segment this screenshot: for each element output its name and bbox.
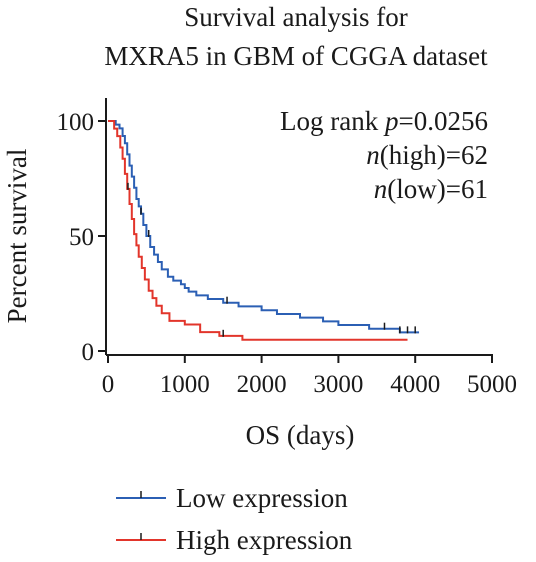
y-ticks: 0 50 100 [57,109,106,366]
y-tick-label: 0 [82,339,95,366]
legend-item-low: Low expression [116,483,348,513]
legend: Low expression High expression [116,483,353,555]
x-ticks: 0 1000 2000 3000 4000 5000 [102,355,517,398]
legend-label-high: High expression [176,525,353,555]
chart-title-line-2: MXRA5 in GBM of CGGA dataset [104,41,488,71]
x-tick-label: 3000 [313,371,363,398]
n-low-annotation: n(low)=61 [374,174,488,204]
legend-label-low: Low expression [176,483,348,513]
x-tick-label: 4000 [390,371,440,398]
x-axis-label: OS (days) [246,420,355,450]
legend-item-high: High expression [116,525,353,555]
x-tick-label: 0 [102,371,115,398]
x-tick-label: 1000 [160,371,210,398]
y-axis-label: Percent survival [2,149,32,324]
y-tick-label: 100 [57,109,95,136]
chart-title-line-1: Survival analysis for [184,2,407,32]
logrank-annotation: Log rank p=0.0256 [280,106,488,136]
n-high-annotation: n(high)=62 [366,140,488,170]
y-tick-label: 50 [69,224,94,251]
series-line-low [108,120,420,334]
series-line-high [108,120,408,341]
x-tick-label: 5000 [467,371,517,398]
x-tick-label: 2000 [237,371,287,398]
series-layer [108,120,420,341]
